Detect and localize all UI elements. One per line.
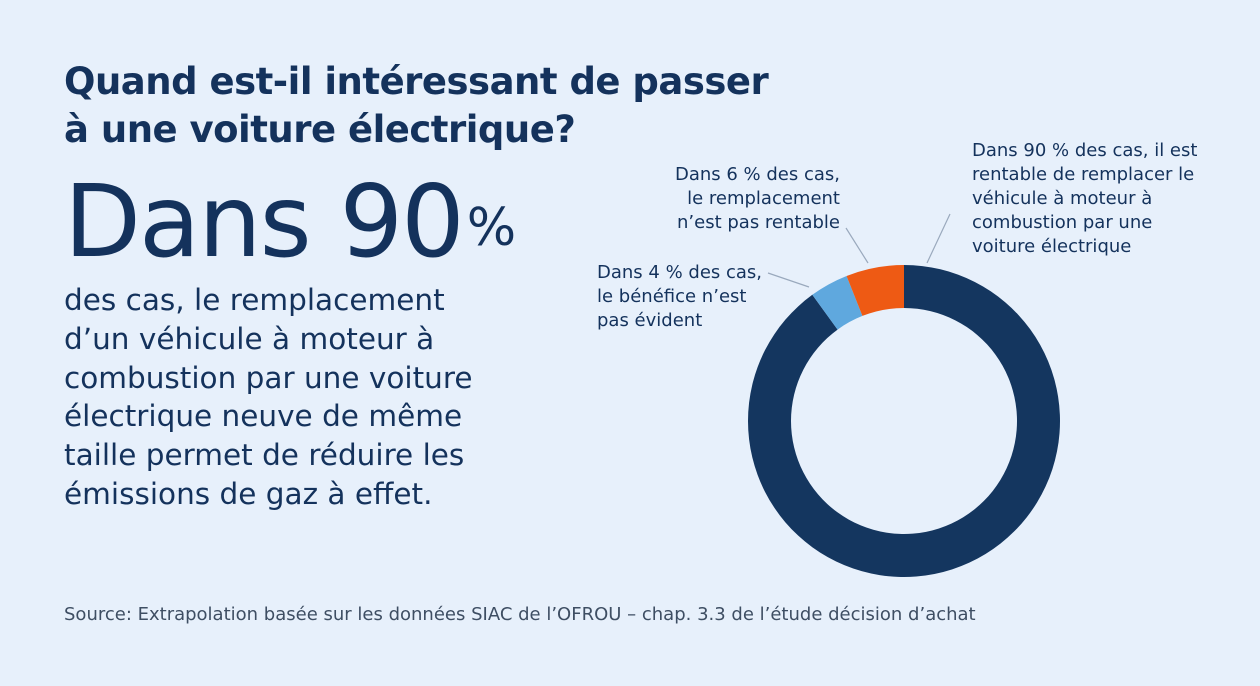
source-note: Source: Extrapolation basée sur les donn…: [64, 604, 976, 625]
donut-slices: [747, 265, 1060, 577]
donut-slice-6-percent: [846, 265, 904, 316]
headline-text: des cas, le remplacement d’un véhicule à…: [64, 281, 473, 514]
donut-slice-90-percent: [747, 265, 1060, 577]
callout-6-percent: Dans 6 % des cas, le remplacement n’est …: [600, 163, 840, 235]
callout-line: Dans 6 % des cas,: [674, 164, 840, 185]
leader-line-90: [926, 213, 951, 264]
headline-big-text: Dans 90: [64, 163, 465, 280]
title-line-1: Quand est-il intéressant de passer: [64, 60, 769, 103]
donut-slice-4-percent: [812, 275, 863, 330]
leader-line-4: [767, 272, 810, 288]
callout-90-percent: Dans 90 % des cas, il est rentable de re…: [972, 139, 1197, 259]
callout-line: rentable de remplacer le: [972, 164, 1195, 185]
callout-line: le remplacement: [687, 188, 840, 209]
callout-line: Dans 90 % des cas, il est: [972, 140, 1198, 161]
title-line-2: à une voiture électrique?: [64, 108, 576, 151]
headline-line: taille permet de réduire les: [64, 438, 465, 473]
headline-line: électrique neuve de même: [64, 399, 463, 434]
callout-line: n’est pas rentable: [677, 212, 840, 233]
callout-line: le bénéfice n’est: [597, 286, 747, 307]
headline-line: d’un véhicule à moteur à: [64, 321, 435, 356]
headline-percent-sign: %: [466, 198, 516, 258]
callout-line: Dans 4 % des cas,: [597, 262, 763, 283]
callout-line: pas évident: [597, 310, 703, 331]
headline-figure: Dans 90%: [64, 172, 516, 272]
headline-line: émissions de gaz à effet.: [64, 476, 433, 511]
callout-4-percent: Dans 4 % des cas, le bénéfice n’est pas …: [597, 261, 762, 333]
callout-line: voiture électrique: [972, 236, 1132, 257]
leader-line-6: [845, 227, 869, 264]
callout-line: combustion par une: [972, 212, 1153, 233]
page-title: Quand est-il intéressant de passer à une…: [64, 58, 844, 154]
headline-line: des cas, le remplacement: [64, 283, 445, 317]
callout-line: véhicule à moteur à: [972, 188, 1153, 209]
headline-line: combustion par une voiture: [64, 360, 473, 395]
